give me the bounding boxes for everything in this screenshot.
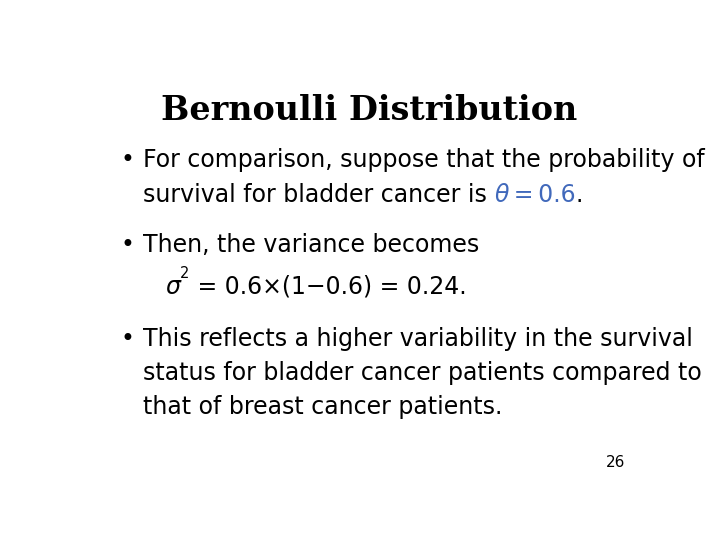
Text: status for bladder cancer patients compared to: status for bladder cancer patients compa… [143, 361, 702, 385]
Text: σ: σ [166, 275, 180, 299]
Text: •: • [121, 233, 135, 257]
Text: .: . [575, 183, 583, 207]
Text: Then, the variance becomes: Then, the variance becomes [143, 233, 480, 257]
Text: that of breast cancer patients.: that of breast cancer patients. [143, 395, 503, 419]
Text: survival for bladder cancer is: survival for bladder cancer is [143, 183, 495, 207]
Text: 2: 2 [180, 266, 189, 281]
Text: •: • [121, 148, 135, 172]
Text: = 0.6: = 0.6 [509, 183, 575, 207]
Text: For comparison, suppose that the probability of: For comparison, suppose that the probabi… [143, 148, 705, 172]
Text: This reflects a higher variability in the survival: This reflects a higher variability in th… [143, 327, 693, 351]
Text: = 0.6×(1−0.6) = 0.24.: = 0.6×(1−0.6) = 0.24. [189, 275, 467, 299]
Text: •: • [121, 327, 135, 351]
Text: Bernoulli Distribution: Bernoulli Distribution [161, 94, 577, 127]
Text: θ: θ [495, 183, 509, 207]
Text: 26: 26 [606, 455, 626, 470]
